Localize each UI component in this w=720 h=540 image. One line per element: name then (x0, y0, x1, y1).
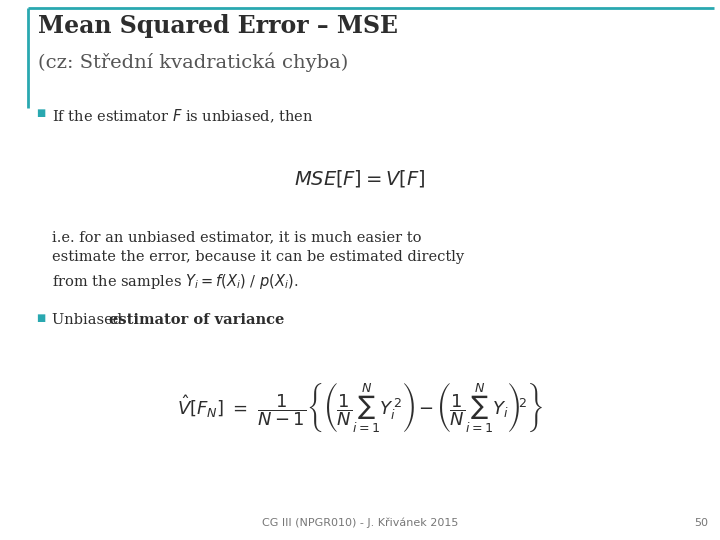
Text: 50: 50 (694, 518, 708, 528)
Text: If the estimator $F$ is unbiased, then: If the estimator $F$ is unbiased, then (52, 108, 313, 125)
Text: $MSE[F] = V[F]$: $MSE[F] = V[F]$ (294, 168, 426, 189)
Text: (cz: Střední kvadratická chyba): (cz: Střední kvadratická chyba) (38, 52, 348, 71)
Text: CG III (NPGR010) - J. Křivánek 2015: CG III (NPGR010) - J. Křivánek 2015 (262, 517, 458, 528)
Text: ■: ■ (36, 108, 45, 118)
Text: $\hat{V}[F_N]\ =\ \dfrac{1}{N-1}\left\{\left(\dfrac{1}{N}\sum_{i=1}^{N} Y_i^{\,2: $\hat{V}[F_N]\ =\ \dfrac{1}{N-1}\left\{\… (176, 380, 544, 435)
Text: i.e. for an unbiased estimator, it is much easier to
estimate the error, because: i.e. for an unbiased estimator, it is mu… (52, 230, 464, 291)
Text: ■: ■ (36, 313, 45, 323)
Text: Unbiased: Unbiased (52, 313, 127, 327)
Text: Mean Squared Error – MSE: Mean Squared Error – MSE (38, 14, 398, 38)
Text: estimator of variance: estimator of variance (109, 313, 284, 327)
